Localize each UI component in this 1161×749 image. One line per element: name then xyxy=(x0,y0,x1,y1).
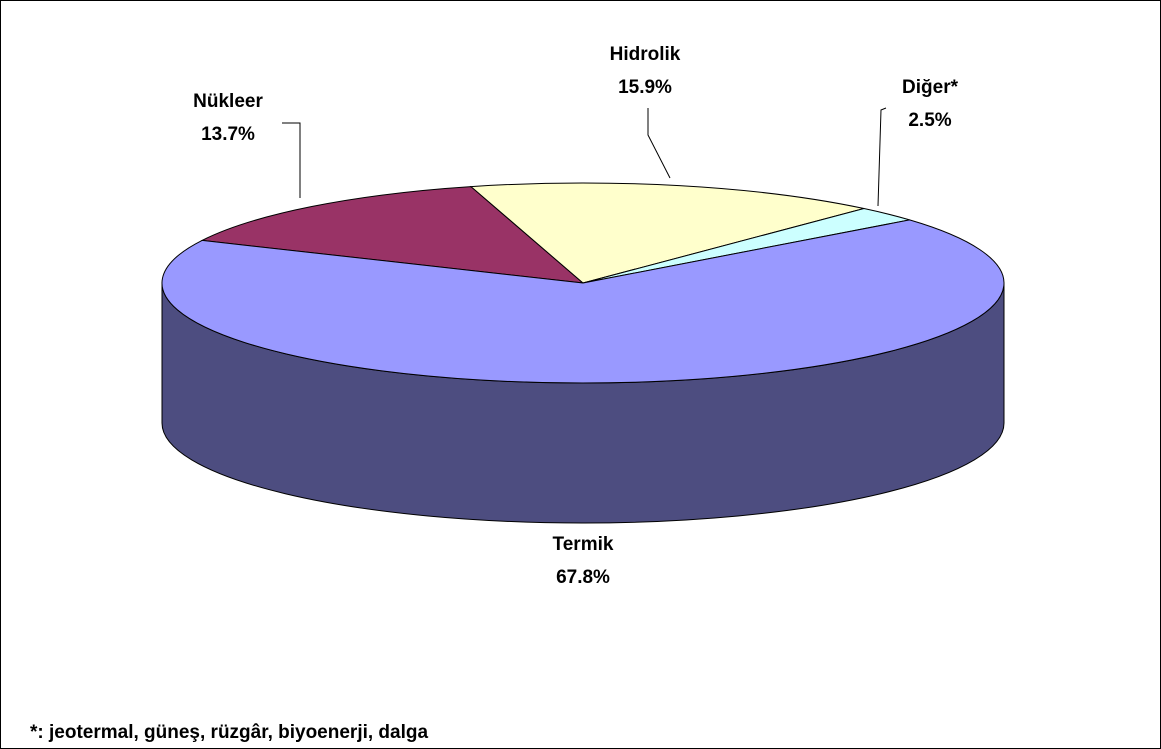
slice-label: Hidrolik xyxy=(610,44,681,65)
slice-value-label: 67.8% xyxy=(556,567,610,588)
leader-line xyxy=(282,122,301,198)
slice-label: Nükleer xyxy=(193,91,263,112)
slice-value-label: 13.7% xyxy=(201,124,255,145)
footnote: *: jeotermal, güneş, rüzgâr, biyoenerji,… xyxy=(30,722,428,743)
slice-label: Diğer* xyxy=(902,77,959,98)
leader-line xyxy=(877,107,887,207)
slice-value-label: 2.5% xyxy=(908,110,951,131)
slice-label: Termik xyxy=(553,534,614,555)
slice-value-label: 15.9% xyxy=(618,77,672,98)
slice xyxy=(200,186,585,284)
slice xyxy=(469,182,865,284)
leader-line xyxy=(647,108,671,179)
slice xyxy=(161,219,1005,384)
